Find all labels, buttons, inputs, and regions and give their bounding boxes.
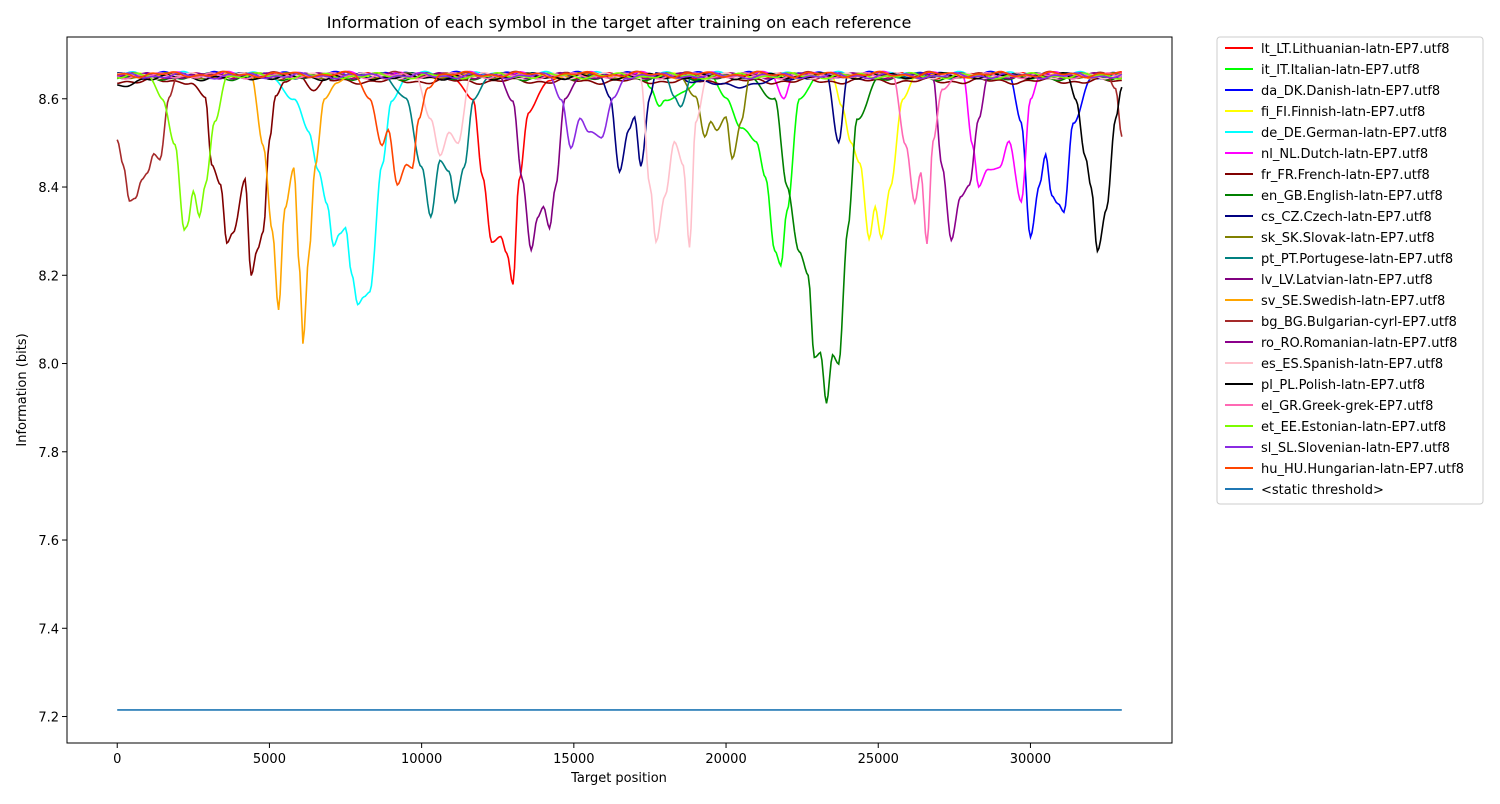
x-axis: 0 5000 10000 15000 20000 25000 30000 [113,743,1051,767]
series-line-13 [117,71,1123,344]
legend-label-3: da_DK.Danish-latn-EP7.utf8 [1261,84,1440,99]
y-tick-label: 8.0 [38,358,59,373]
y-tick-label: 7.6 [38,534,59,549]
x-tick-label: 10000 [401,752,442,767]
x-tick-label: 0 [113,752,121,767]
legend-label-17: pl_PL.Polish-latn-EP7.utf8 [1261,378,1425,393]
legend-label-7: fr_FR.French-latn-EP7.utf8 [1261,168,1430,183]
legend-label-5: de_DE.German-latn-EP7.utf8 [1261,126,1447,141]
chart-title: Information of each symbol in the target… [327,13,912,32]
series-line-7 [117,72,1122,276]
legend-label-4: fi_FI.Finnish-latn-EP7.utf8 [1261,105,1425,120]
series-line-8 [116,73,1122,404]
y-tick-label: 8.4 [38,181,59,196]
legend-label-6: nl_NL.Dutch-latn-EP7.utf8 [1261,147,1428,162]
x-tick-label: 15000 [553,752,594,767]
legend: lt_LT.Lithuanian-latn-EP7.utf8 it_IT.Ital… [1216,36,1484,505]
y-axis-title: Information (bits) [15,333,30,446]
legend-label-21: hu_HU.Hungarian-latn-EP7.utf8 [1261,462,1464,477]
legend-label-1: lt_LT.Lithuanian-latn-EP7.utf8 [1261,42,1450,57]
legend-label-22: <static threshold> [1261,483,1384,498]
legend-frame [1216,36,1484,505]
plot-area-frame [66,36,1173,744]
y-tick-label: 8.2 [38,269,59,284]
legend-label-18: el_GR.Greek-grek-EP7.utf8 [1261,399,1433,414]
legend-label-11: pt_PT.Portugese-latn-EP7.utf8 [1261,252,1453,267]
legend-label-9: cs_CZ.Czech-latn-EP7.utf8 [1261,210,1432,225]
y-tick-label: 8.6 [38,93,59,108]
x-tick-label: 25000 [858,752,899,767]
legend-label-12: lv_LV.Latvian-latn-EP7.utf8 [1261,273,1433,288]
plot-series-group [116,70,1123,711]
legend-label-16: es_ES.Spanish-latn-EP7.utf8 [1261,357,1443,372]
y-tick-label: 7.4 [38,622,59,637]
legend-label-14: bg_BG.Bulgarian-cyrl-EP7.utf8 [1261,315,1457,330]
legend-label-8: en_GB.English-latn-EP7.utf8 [1261,189,1443,204]
legend-label-10: sk_SK.Slovak-latn-EP7.utf8 [1261,231,1435,246]
legend-label-15: ro_RO.Romanian-latn-EP7.utf8 [1261,336,1457,351]
legend-label-19: et_EE.Estonian-latn-EP7.utf8 [1261,420,1446,435]
x-axis-title: Target position [570,771,667,786]
series-line-21 [117,70,1122,187]
y-axis: 7.2 7.4 7.6 7.8 8.0 8.2 8.4 8.6 [38,93,67,726]
legend-label-2: it_IT.Italian-latn-EP7.utf8 [1261,63,1420,78]
x-tick-label: 5000 [253,752,286,767]
x-tick-label: 20000 [705,752,746,767]
x-tick-label: 30000 [1010,752,1051,767]
y-tick-label: 7.2 [38,711,59,726]
legend-label-13: sv_SE.Swedish-latn-EP7.utf8 [1261,294,1445,309]
y-tick-label: 7.8 [38,446,59,461]
legend-label-20: sl_SL.Slovenian-latn-EP7.utf8 [1261,441,1450,456]
